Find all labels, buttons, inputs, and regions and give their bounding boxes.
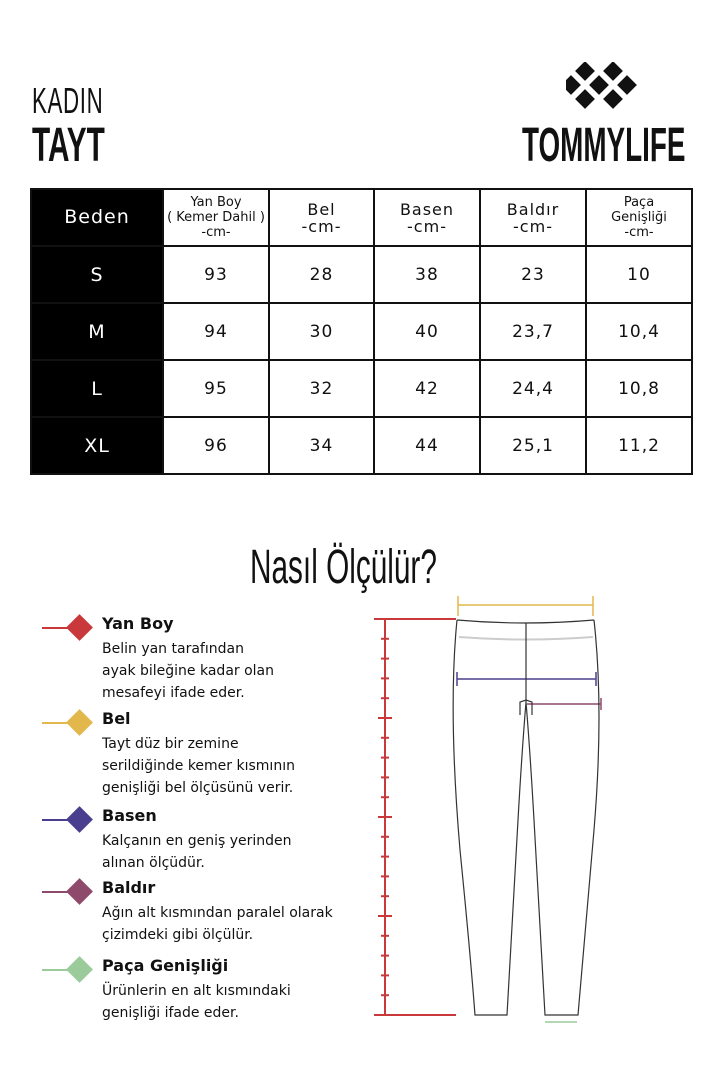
table-header-row: Beden Yan Boy ( Kemer Dahil ) -cm- Bel -… xyxy=(30,188,693,247)
measurement-cell: 42 xyxy=(373,359,481,418)
measurement-cell: 93 xyxy=(162,245,270,304)
measurement-cell: 34 xyxy=(268,416,375,475)
column-header-basen: Basen -cm- xyxy=(373,188,481,247)
leggings-diagram xyxy=(374,596,602,1023)
product-title: TAYT xyxy=(32,119,105,172)
measurement-cell: 94 xyxy=(162,302,270,361)
measurement-cell: 10,4 xyxy=(585,302,693,361)
legend-line xyxy=(42,969,84,971)
measurement-cell: 40 xyxy=(373,302,481,361)
column-header-baldir: Baldır -cm- xyxy=(479,188,587,247)
table-row: XL 96 34 44 25,1 11,2 xyxy=(30,416,693,475)
guide-item-title: Yan Boy xyxy=(102,614,174,633)
measurement-cell: 11,2 xyxy=(585,416,693,475)
size-label: M xyxy=(30,302,164,361)
size-label: L xyxy=(30,359,164,418)
measurement-cell: 95 xyxy=(162,359,270,418)
bel-measure-line xyxy=(457,596,594,616)
legend-line xyxy=(42,627,84,629)
diamond-marker-icon xyxy=(66,614,93,641)
diamond-marker-icon xyxy=(66,878,93,905)
brand-name: TOMMYLIFE xyxy=(522,119,686,172)
category-label: KADIN xyxy=(32,80,104,121)
measurement-cell: 23 xyxy=(479,245,587,304)
table-row: M 94 30 40 23,7 10,4 xyxy=(30,302,693,361)
legend-line xyxy=(42,722,84,724)
measurement-cell: 24,4 xyxy=(479,359,587,418)
size-label: XL xyxy=(30,416,164,475)
measurement-cell: 30 xyxy=(268,302,375,361)
column-header-bel: Bel -cm- xyxy=(268,188,375,247)
yan-boy-measure-line xyxy=(374,618,456,1016)
leggings-outline xyxy=(452,619,600,1016)
guide-item-description: Belin yan tarafından ayak bileğine kadar… xyxy=(102,641,275,701)
column-header-yan-boy: Yan Boy ( Kemer Dahil ) -cm- xyxy=(162,188,270,247)
diamond-marker-icon xyxy=(66,709,93,736)
measurement-cell: 38 xyxy=(373,245,481,304)
column-header-paca: Paça Genişliği -cm- xyxy=(585,188,693,247)
measurement-cell: 23,7 xyxy=(479,302,587,361)
legend-line xyxy=(42,819,84,821)
table-row: S 93 28 38 23 10 xyxy=(30,245,693,304)
legend-line xyxy=(42,891,84,893)
table-row: L 95 32 42 24,4 10,8 xyxy=(30,359,693,418)
measurement-cell: 96 xyxy=(162,416,270,475)
measurement-cell: 10,8 xyxy=(585,359,693,418)
guide-item-description: Ağın alt kısmından paralel olarak çizimd… xyxy=(102,905,333,943)
column-header-beden: Beden xyxy=(30,188,164,247)
guide-item-title: Basen xyxy=(102,806,157,825)
guide-item-title: Baldır xyxy=(102,878,156,897)
measurement-cell: 10 xyxy=(585,245,693,304)
guide-title: Nasıl Ölçülür? xyxy=(250,541,437,594)
guide-item-title: Bel xyxy=(102,709,131,728)
diamond-marker-icon xyxy=(66,806,93,833)
measurement-cell: 44 xyxy=(373,416,481,475)
measurement-cell: 32 xyxy=(268,359,375,418)
guide-item-description: Ürünlerin en alt kısmındaki genişliği if… xyxy=(102,983,291,1021)
baldir-measure-line xyxy=(527,698,602,710)
brand-logo-icon xyxy=(566,62,637,109)
guide-item-description: Tayt düz bir zemine serildiğinde kemer k… xyxy=(102,736,295,796)
measurement-cell: 25,1 xyxy=(479,416,587,475)
guide-item-title: Paça Genişliği xyxy=(102,956,229,975)
size-label: S xyxy=(30,245,164,304)
measurement-cell: 28 xyxy=(268,245,375,304)
size-table: Beden Yan Boy ( Kemer Dahil ) -cm- Bel -… xyxy=(30,188,693,475)
guide-item-description: Kalçanın en geniş yerinden alınan ölçüdü… xyxy=(102,833,292,871)
diamond-marker-icon xyxy=(66,956,93,983)
